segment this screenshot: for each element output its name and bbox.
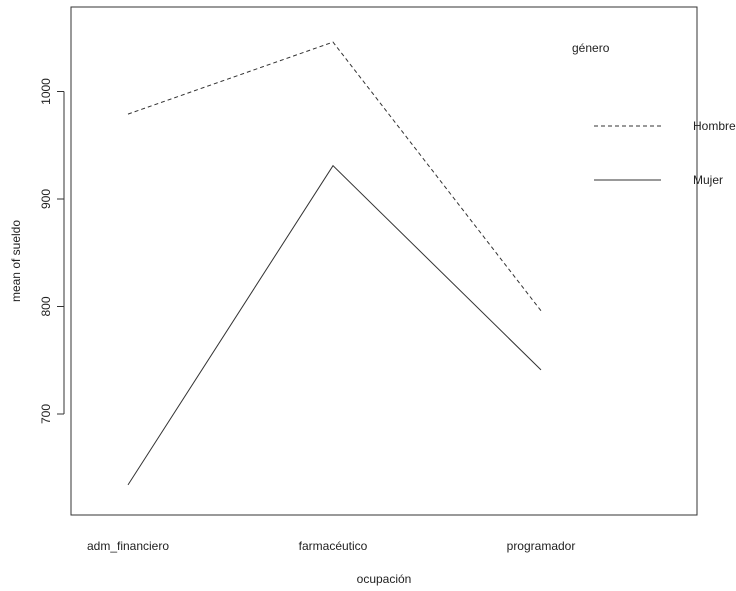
legend: género Hombre Mujer (572, 41, 736, 187)
x-tick-label: programador (507, 539, 576, 553)
x-axis-title: ocupación (357, 572, 412, 586)
series-line-hombre (127, 41, 542, 312)
y-axis-title: mean of sueldo (9, 220, 23, 302)
x-tick-label: adm_financiero (87, 539, 169, 553)
plot-frame (70, 6, 698, 516)
legend-label-hombre: Hombre (693, 119, 736, 133)
y-axis: 700 800 900 1000 (39, 78, 65, 424)
legend-title: género (572, 41, 610, 55)
series-group (127, 41, 542, 486)
y-tick-label: 700 (39, 404, 53, 424)
x-axis: adm_financiero farmacéutico programador (87, 539, 575, 553)
x-tick-label: farmacéutico (299, 539, 368, 553)
legend-label-mujer: Mujer (693, 173, 723, 187)
y-tick-label: 900 (39, 189, 53, 209)
legend-items: Hombre Mujer (594, 119, 736, 187)
series-line-mujer (127, 164, 542, 486)
y-tick-label: 1000 (39, 78, 53, 105)
y-tick-label: 800 (39, 296, 53, 316)
